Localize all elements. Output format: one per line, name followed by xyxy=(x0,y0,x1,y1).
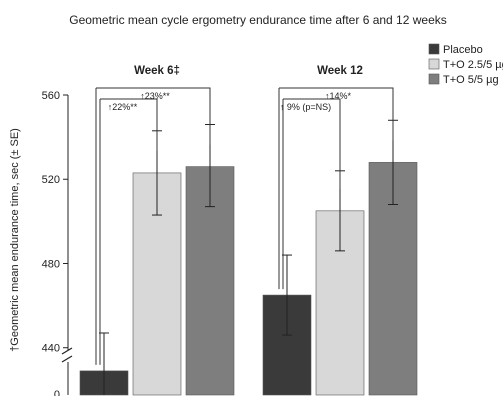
significance-label: ↑23%** xyxy=(140,91,170,101)
significance-bracket xyxy=(279,87,394,141)
legend-label: T+O 2.5/5 µg xyxy=(443,59,503,71)
y-tick-label: 520 xyxy=(42,174,60,186)
significance-bracket xyxy=(100,98,158,151)
chart-title: Geometric mean cycle ergometry endurance… xyxy=(69,13,447,27)
legend-label: T+O 5/5 µg xyxy=(443,74,499,86)
category-label: Week 12 xyxy=(317,65,363,77)
significance-bracket xyxy=(96,87,211,145)
y-tick-label: 440 xyxy=(42,343,60,355)
y-tick-label: 560 xyxy=(42,90,60,102)
significance-label: ↑ 9% (p=NS) xyxy=(280,102,331,112)
legend: Placebo T+O 2.5/5 µg T+O 5/5 µg xyxy=(428,43,503,86)
significance-label: ↑22%** xyxy=(108,102,138,112)
legend-label: Placebo xyxy=(443,44,483,56)
significance-bracket xyxy=(283,98,341,189)
axis-break-mark xyxy=(61,355,73,363)
y-axis-label: †Geometric mean endurance time, sec (± S… xyxy=(9,128,21,352)
y-tick-label: 0 xyxy=(54,389,60,396)
axis-break-mark xyxy=(61,347,73,355)
y-tick-label: 480 xyxy=(42,258,60,270)
axes: 440 480 520 560 0 xyxy=(42,90,73,396)
significance-label: ↑14%* xyxy=(325,91,352,101)
category-label: Week 6‡ xyxy=(134,65,180,77)
significance-annotations: ↑22%**↑23%** ↑ 9% (p=NS)↑14%* xyxy=(95,87,394,365)
category-labels: Week 6‡ Week 12 xyxy=(134,65,363,77)
legend-swatch xyxy=(428,58,440,70)
legend-swatch xyxy=(428,43,440,55)
legend-swatch xyxy=(428,73,440,85)
bars xyxy=(79,162,418,396)
